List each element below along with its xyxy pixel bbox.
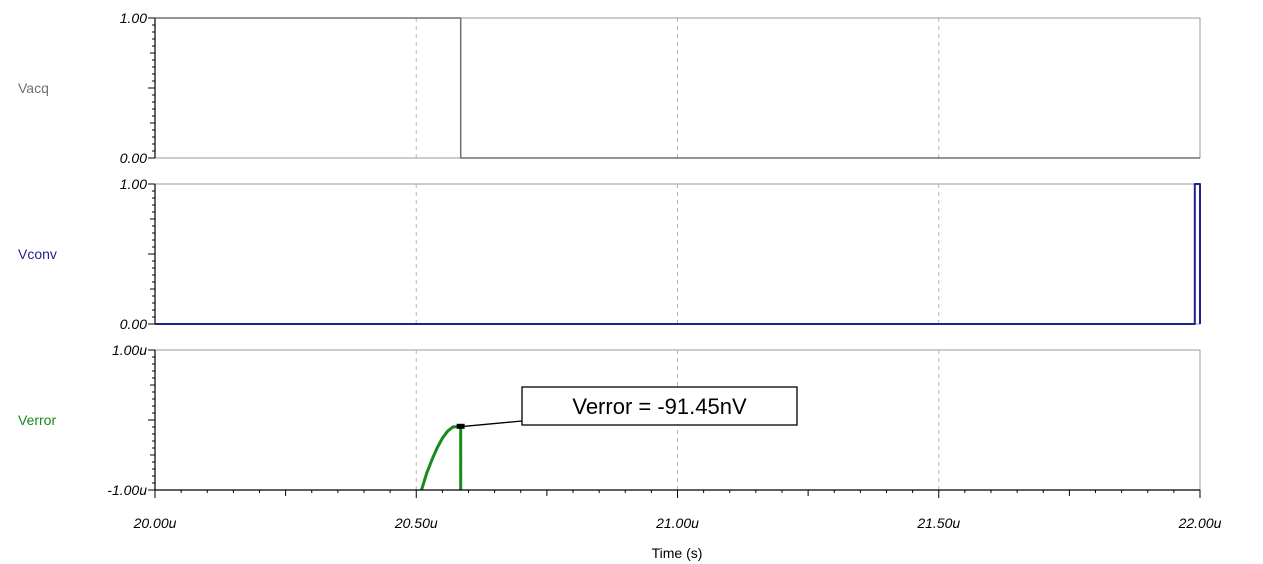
y-tick-label: 0.00: [120, 150, 147, 166]
annotation-box: [521, 386, 798, 426]
annotation-text: Verror = -91.45nV: [572, 394, 747, 419]
x-tick-label: 21.50u: [916, 515, 960, 531]
x-axis-label: Time (s): [652, 545, 703, 561]
y-tick-label: 1.00: [120, 176, 147, 192]
y-tick-label: 1.00u: [112, 342, 147, 358]
panels: 1.00 0.00 Vacq 1.00 0.00 Vconv 1.00u -1.00u Verr…: [18, 10, 1201, 498]
x-tick-label: 20.50u: [394, 515, 438, 531]
trace-verror: [420, 424, 463, 491]
panel-frame: [154, 183, 1201, 325]
x-tick-label: 22.00u: [1178, 515, 1222, 531]
x-tick-label: 21.00u: [655, 515, 699, 531]
x-axis: 20.00u 20.50u 21.00u 21.50u 22.00u: [133, 489, 1222, 531]
trace-label-vconv: Vconv: [18, 246, 57, 262]
trace-label-vacq: Vacq: [18, 80, 49, 96]
annotation-marker: [456, 423, 465, 429]
panel-frame: [154, 17, 1201, 159]
trace-label-verror: Verror: [18, 412, 56, 428]
y-tick-label: -1.00u: [107, 482, 147, 498]
panel-vacq: 1.00 0.00 Vacq: [18, 10, 1201, 166]
y-tick-label: 1.00: [120, 10, 147, 26]
x-tick-label: 20.00u: [133, 515, 177, 531]
trace-vacq: [155, 17, 1200, 159]
trace-vconv: [155, 183, 1201, 325]
annotation-leader: [464, 420, 523, 427]
y-tick-label: 0.00: [120, 316, 147, 332]
panel-verror: 1.00u -1.00u Verror Verror = -91.45nV: [18, 342, 1201, 498]
panel-vconv: 1.00 0.00 Vconv: [18, 176, 1201, 332]
